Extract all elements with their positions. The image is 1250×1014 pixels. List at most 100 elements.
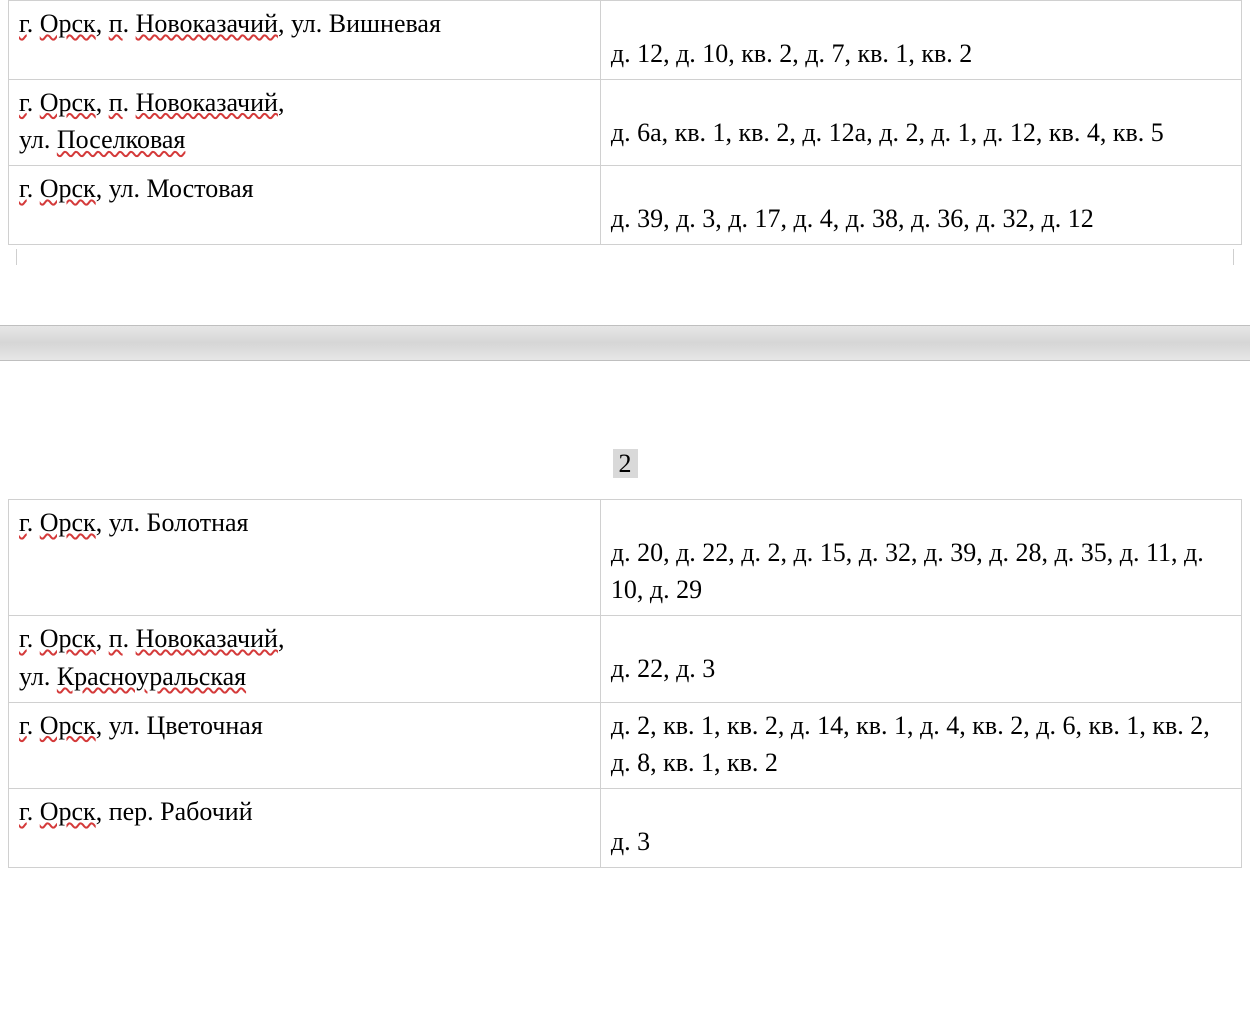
text: . 10, кв. 2, (689, 39, 805, 68)
text: . 22, (689, 538, 741, 567)
text: . 28, (1002, 538, 1054, 567)
spellchecked-text: д (791, 711, 804, 740)
spellchecked-text: д (1036, 711, 1049, 740)
text: , ул. Мостовая (96, 174, 254, 203)
text: . 38, (859, 204, 911, 233)
document-page-1: г. Орск, п. Новоказачий, ул. Вишневаяд. … (0, 0, 1250, 325)
houses-cell: д. 20, д. 22, д. 2, д. 15, д. 32, д. 39,… (600, 499, 1241, 615)
spellchecked-text: д (989, 538, 1002, 567)
text: , (278, 624, 285, 653)
address-cell: г. Орск, ул. Цветочная (9, 702, 601, 788)
address-cell: г. Орск, п. Новоказачий,ул. Поселковая (9, 79, 601, 165)
spellchecked-text: Орск (40, 174, 96, 203)
spellchecked-text: Орск (40, 797, 96, 826)
text: . 6а, кв. 1, кв. 2, (624, 118, 802, 147)
text: . 1, (945, 118, 984, 147)
spellchecked-text: д (1184, 538, 1197, 567)
spellchecked-text: Новоказачий (136, 624, 278, 653)
address-cell: г. Орск, пер. Рабочий (9, 788, 601, 867)
table-row: г. Орск, ул. Мостоваяд. 39, д. 3, д. 17,… (9, 166, 1242, 245)
spellchecked-text: д (931, 118, 944, 147)
text: , ул. Болотная (96, 508, 249, 537)
text: . 22, (624, 654, 676, 683)
text: . 8, кв. 1, кв. 2 (624, 748, 778, 777)
houses-cell: д. 22, д. 3 (600, 616, 1241, 702)
text: , ул. Вишневая (278, 9, 441, 38)
spellchecked-text: д (1120, 538, 1133, 567)
spellchecked-text: д (920, 711, 933, 740)
spellchecked-text: д (611, 118, 624, 147)
houses-cell: д. 12, д. 10, кв. 2, д. 7, кв. 1, кв. 2 (600, 1, 1241, 80)
address-cell: г. Орск, п. Новоказачий,ул. Красноуральс… (9, 616, 601, 702)
text: . 35, (1068, 538, 1120, 567)
spellchecked-text: Новоказачий (136, 9, 278, 38)
houses-cell: д. 2, кв. 1, кв. 2, д. 14, кв. 1, д. 4, … (600, 702, 1241, 788)
spellchecked-text: г (19, 711, 27, 740)
spellchecked-text: д (859, 538, 872, 567)
text: . 4, (807, 204, 846, 233)
table-row: г. Орск, ул. Цветочнаяд. 2, кв. 1, кв. 2… (9, 702, 1242, 788)
spellchecked-text: д (611, 538, 624, 567)
spellchecked-text: д (611, 711, 624, 740)
text: . (123, 9, 136, 38)
text: . (27, 508, 40, 537)
spellchecked-text: д (676, 538, 689, 567)
spellchecked-text: Орск (40, 508, 96, 537)
spellchecked-text: г (19, 88, 27, 117)
text: . 2, (755, 538, 794, 567)
address-table-2: г. Орск, ул. Болотнаяд. 20, д. 22, д. 2,… (8, 499, 1242, 868)
page-margin-marks (8, 245, 1242, 265)
spellchecked-text: д (728, 204, 741, 233)
spellchecked-text: д (924, 538, 937, 567)
address-table-1: г. Орск, п. Новоказачий, ул. Вишневаяд. … (8, 0, 1242, 245)
spellchecked-text: д (1054, 538, 1067, 567)
houses-cell: д. 39, д. 3, д. 17, д. 4, д. 38, д. 36, … (600, 166, 1241, 245)
table-row: г. Орск, ул. Болотнаяд. 20, д. 22, д. 2,… (9, 499, 1242, 615)
spellchecked-text: д (741, 538, 754, 567)
text: . 12а, (816, 118, 880, 147)
text: ул. (19, 125, 57, 154)
spellchecked-text: п (109, 88, 123, 117)
text: . 11, (1133, 538, 1184, 567)
spellchecked-text: д (846, 204, 859, 233)
spellchecked-text: Поселковая (57, 125, 186, 154)
text: , (278, 88, 285, 117)
text: . 36, (924, 204, 976, 233)
spellchecked-text: д (676, 654, 689, 683)
spellchecked-text: Орск (40, 711, 96, 740)
spellchecked-text: г (19, 624, 27, 653)
text: . 29 (663, 575, 702, 604)
spellchecked-text: д (611, 827, 624, 856)
text: , ул. Цветочная (96, 711, 263, 740)
spellchecked-text: д (911, 204, 924, 233)
table-row: г. Орск, пер. Рабочийд. 3 (9, 788, 1242, 867)
spellchecked-text: Красноуральская (57, 662, 246, 691)
text: . 2, кв. 1, кв. 2, (624, 711, 791, 740)
text: . 4, кв. 2, (933, 711, 1036, 740)
text: . 39, (937, 538, 989, 567)
page-break (0, 325, 1250, 361)
text: . 15, (807, 538, 859, 567)
text: . 12, (624, 39, 676, 68)
spellchecked-text: д (611, 654, 624, 683)
spellchecked-text: Новоказачий (136, 88, 278, 117)
spellchecked-text: д (676, 39, 689, 68)
page-number-text: 2 (613, 449, 638, 478)
spellchecked-text: п (109, 624, 123, 653)
text: . 7, кв. 1, кв. 2 (818, 39, 972, 68)
spellchecked-text: г (19, 797, 27, 826)
document-page-2: 2 г. Орск, ул. Болотнаяд. 20, д. 22, д. … (0, 361, 1250, 868)
text: . (123, 624, 136, 653)
text: . 3, (689, 204, 728, 233)
spellchecked-text: д (611, 39, 624, 68)
text: . (27, 9, 40, 38)
spellchecked-text: д (611, 748, 624, 777)
address-cell: г. Орск, ул. Болотная (9, 499, 601, 615)
text: ул. (19, 662, 57, 691)
text: , (96, 9, 109, 38)
spellchecked-text: д (976, 204, 989, 233)
text: . 3 (689, 654, 715, 683)
text: . (27, 624, 40, 653)
spellchecked-text: г (19, 9, 27, 38)
table-row: г. Орск, п. Новоказачий,ул. Поселковаяд.… (9, 79, 1242, 165)
